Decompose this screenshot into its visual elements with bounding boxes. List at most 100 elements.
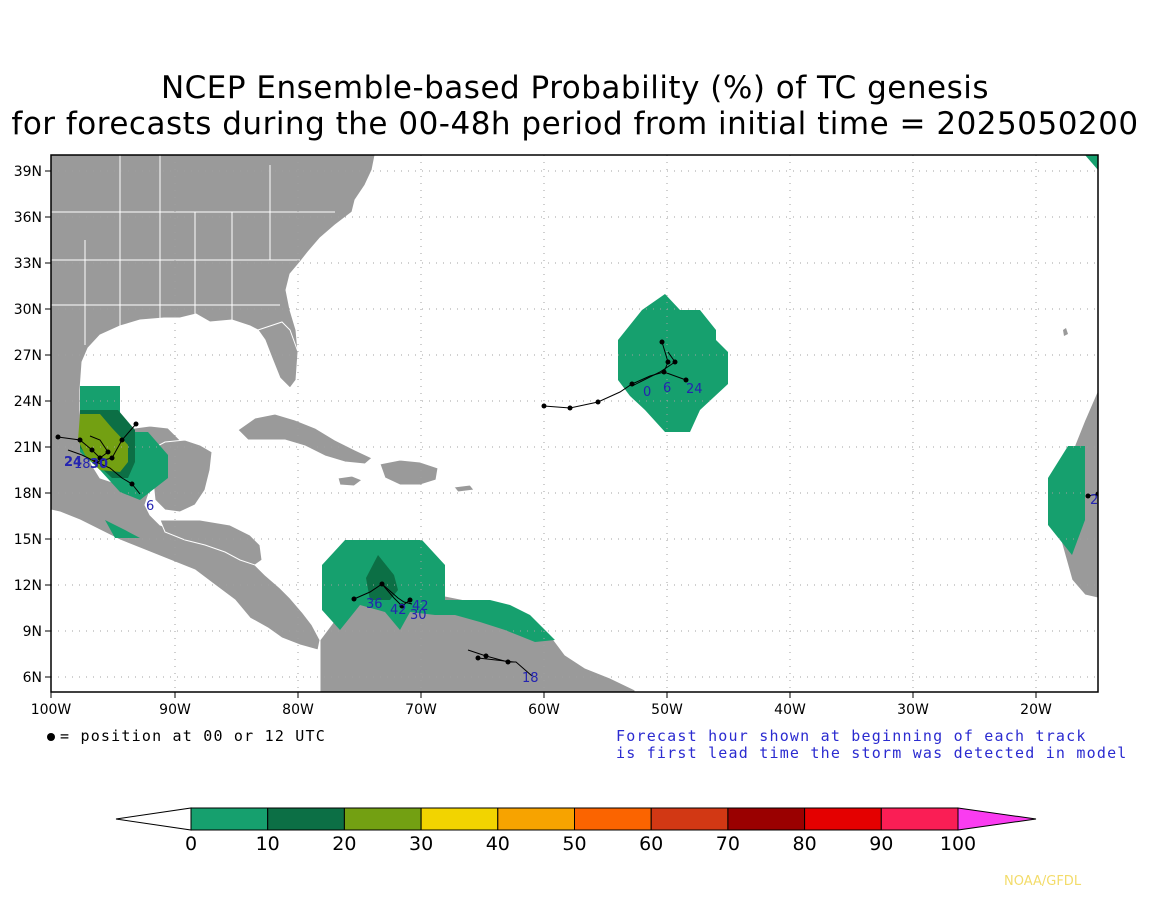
- storm-position: [505, 659, 511, 665]
- storm-position: [475, 655, 481, 661]
- colorbar-segment: [650, 807, 729, 831]
- storm-position: [55, 434, 61, 440]
- jamaica-land: [337, 475, 364, 487]
- lat-label: 36N: [14, 210, 42, 226]
- colorbar-tick-label: 90: [869, 833, 893, 855]
- storm-position: [105, 449, 111, 455]
- lon-label: 100W: [31, 702, 72, 718]
- florida-land: [257, 321, 299, 389]
- storm-position: [133, 421, 139, 427]
- storm-position: [672, 359, 678, 365]
- lat-label: 21N: [14, 440, 42, 456]
- track-label: 2: [1090, 493, 1098, 508]
- colorbar-segment: [727, 807, 806, 831]
- lon-label: 70W: [405, 702, 437, 718]
- storm-position: [379, 581, 385, 587]
- position-dot-icon: [47, 733, 55, 741]
- lat-label: 6N: [23, 670, 42, 686]
- storm-position: [109, 455, 115, 461]
- lon-label: 40W: [774, 702, 806, 718]
- colorbar-segment: [267, 807, 345, 831]
- colorbar-arrow-left: [115, 807, 192, 831]
- storm-position: [93, 459, 99, 465]
- track-label: 42: [390, 603, 407, 618]
- longitude-labels: 100W 90W 80W 70W 60W 50W 40W 30W 20W: [31, 702, 1052, 718]
- map-title-line1: NCEP Ensemble-based Probability (%) of T…: [160, 70, 990, 106]
- lat-label: 12N: [14, 578, 42, 594]
- track-label: 6: [663, 381, 671, 396]
- lon-label: 30W: [897, 702, 929, 718]
- atlantic-track-2: [631, 351, 676, 387]
- lon-label: 50W: [651, 702, 683, 718]
- track-label: 24: [64, 455, 82, 470]
- track-label: 36: [366, 597, 383, 612]
- colorbar-segment: [420, 807, 499, 831]
- colorbar-tick-label: 0: [185, 833, 197, 855]
- forecast-note-line1: Forecast hour shown at beginning of each…: [616, 727, 1087, 745]
- gulf-prob-30: [78, 414, 128, 472]
- track-label: 24: [686, 382, 703, 397]
- colorbar-segment: [880, 807, 959, 831]
- puerto-rico-land: [453, 484, 475, 493]
- latitude-labels: 39N 36N 33N 30N 27N 24N 21N 18N 15N 12N …: [14, 164, 42, 686]
- storm-position: [483, 653, 489, 659]
- colorbar-segment: [497, 807, 575, 831]
- axis-ticks: [45, 170, 1037, 698]
- colorbar-segment: [804, 807, 882, 831]
- storm-position: [407, 597, 413, 603]
- genesis-probability-contours: [78, 155, 1098, 642]
- gulf-track-2: [67, 423, 137, 463]
- colorbar-segment: [190, 807, 269, 831]
- storm-position: [683, 377, 689, 383]
- state-borders: [51, 155, 335, 345]
- lat-label: 9N: [23, 624, 42, 640]
- central-america-land: [159, 519, 263, 566]
- colorbar-segment: [574, 807, 652, 831]
- storm-position: [399, 603, 405, 609]
- colorbar-arrow-right: [957, 807, 1037, 831]
- africa-prob-10: [1048, 446, 1085, 555]
- lat-label: 30N: [14, 302, 42, 318]
- storm-position: [541, 403, 547, 409]
- lat-label: 15N: [14, 532, 42, 548]
- colorbar-tick-label: 40: [486, 833, 510, 855]
- storm-position: [659, 339, 665, 345]
- track-label: 42: [412, 599, 429, 614]
- track-label: 30: [410, 608, 427, 623]
- lat-label: 27N: [14, 348, 42, 364]
- lon-label: 80W: [282, 702, 314, 718]
- cuba-land: [237, 413, 373, 465]
- gulf-track-3: [95, 461, 141, 495]
- lat-label: 33N: [14, 256, 42, 272]
- colorbar-tick-label: 100: [940, 833, 976, 855]
- colorbar-tick-label: 20: [332, 833, 356, 855]
- colorbar-tick-label: 50: [562, 833, 586, 855]
- storm-position: [97, 455, 103, 461]
- track-label: 6: [146, 499, 154, 514]
- lon-label: 60W: [528, 702, 560, 718]
- storm-position: [77, 437, 83, 443]
- track-label: 30: [90, 457, 108, 472]
- map-title-line2: for forecasts during the 00-48h period f…: [11, 106, 1139, 142]
- storm-position: [89, 447, 95, 453]
- gulf-prob-10-south: [105, 520, 140, 538]
- track-label: 18: [522, 671, 539, 686]
- storm-positions: [55, 339, 1098, 665]
- atlantic-track-3: [663, 371, 687, 381]
- canary-islands-land: [1063, 328, 1068, 336]
- hispaniola-land: [379, 459, 439, 486]
- lat-label: 18N: [14, 486, 42, 502]
- map-frame: [50, 154, 1099, 693]
- track-label: 18: [74, 457, 91, 472]
- probability-colorbar: 0 10 20 30 40 50 60 70 80 90 100: [115, 807, 1037, 855]
- lon-label: 90W: [159, 702, 191, 718]
- track-label: 0: [643, 385, 651, 400]
- colorbar-segment: [343, 807, 422, 831]
- storm-position: [1085, 493, 1091, 499]
- storm-position: [665, 359, 671, 365]
- lat-label: 39N: [14, 164, 42, 180]
- credit-text: NOAA/GFDL: [1004, 874, 1082, 889]
- lon-label: 20W: [1020, 702, 1052, 718]
- storm-position: [661, 369, 667, 375]
